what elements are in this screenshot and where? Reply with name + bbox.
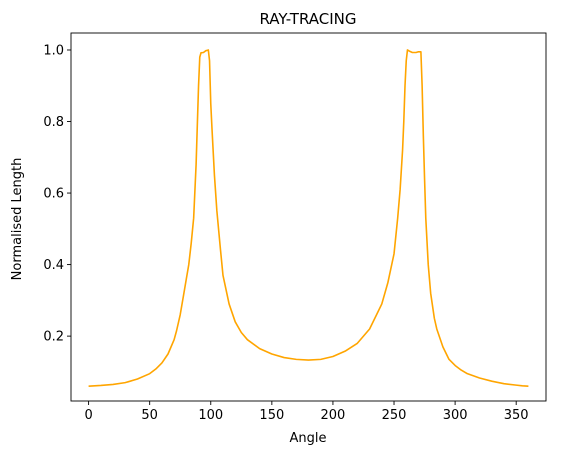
x-tick-label: 0 bbox=[84, 408, 92, 423]
x-tick-label: 200 bbox=[321, 408, 346, 423]
x-axis-label: Angle bbox=[290, 431, 327, 446]
y-axis-label: Normalised Length bbox=[10, 158, 25, 281]
y-tick-label: 0.4 bbox=[43, 258, 64, 273]
x-tick-label: 100 bbox=[198, 408, 223, 423]
x-tick-label: 350 bbox=[504, 408, 529, 423]
x-tick-label: 150 bbox=[259, 408, 284, 423]
y-tick-label: 0.8 bbox=[43, 115, 64, 130]
x-tick-label: 250 bbox=[382, 408, 407, 423]
y-tick-label: 1.0 bbox=[43, 43, 64, 58]
x-tick-label: 300 bbox=[443, 408, 468, 423]
plot-background bbox=[71, 33, 546, 401]
x-axis: 0 50 100 150 200 250 300 350 bbox=[84, 401, 529, 423]
plot-area bbox=[70, 32, 547, 402]
series-line-0 bbox=[88, 49, 529, 387]
chart-title: RAY-TRACING bbox=[259, 10, 356, 28]
y-tick-label: 0.2 bbox=[43, 330, 64, 345]
y-tick-label: 0.6 bbox=[43, 187, 64, 202]
plot-frame bbox=[70, 32, 547, 402]
x-tick-label: 50 bbox=[141, 408, 158, 423]
y-axis: 0.2 0.4 0.6 0.8 1.0 bbox=[43, 43, 71, 345]
